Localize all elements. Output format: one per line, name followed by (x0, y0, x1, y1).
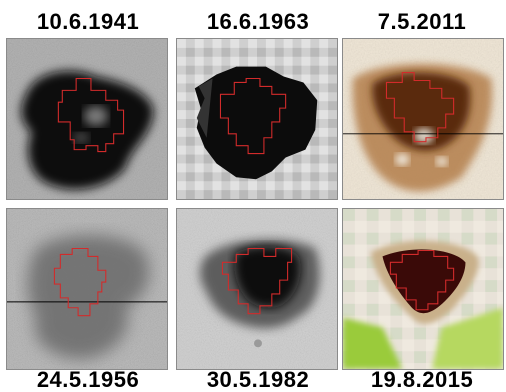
image-2015 (342, 208, 504, 370)
image-1956-graphic (7, 209, 167, 369)
image-1982-graphic (177, 209, 337, 369)
image-1963-graphic (177, 39, 337, 199)
image-1941-graphic (7, 39, 167, 199)
image-2011-graphic (343, 39, 503, 199)
outline-2011 (385, 72, 455, 143)
date-label-1956: 24.5.1956 (36, 367, 140, 392)
date-label-2015: 19.8.2015 (370, 367, 474, 392)
image-1956 (6, 208, 168, 370)
image-1963 (176, 38, 338, 200)
outline-1982 (221, 247, 293, 315)
image-1941 (6, 38, 168, 200)
outline-1941 (57, 77, 125, 153)
image-2015-graphic (343, 209, 503, 369)
image-2011 (342, 38, 504, 200)
outline-2015 (389, 249, 455, 311)
image-1982 (176, 208, 338, 370)
date-label-1963: 16.6.1963 (206, 9, 310, 34)
outline-1963 (219, 77, 287, 155)
date-label-1982: 30.5.1982 (206, 367, 310, 392)
outline-1956 (53, 247, 107, 317)
date-label-2011: 7.5.2011 (377, 9, 467, 34)
date-label-1941: 10.6.1941 (36, 9, 140, 34)
